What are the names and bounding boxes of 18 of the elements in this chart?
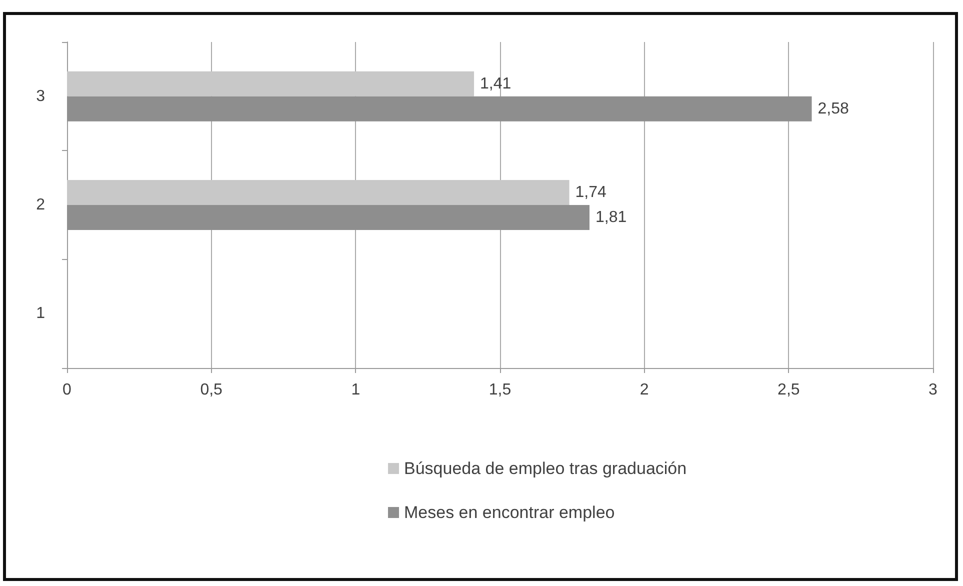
data-label: 1,81 xyxy=(595,209,627,226)
bar xyxy=(67,71,474,96)
x-tick-label: 2 xyxy=(640,382,649,398)
x-tick-label: 3 xyxy=(928,382,938,398)
x-tick-label: 2,5 xyxy=(778,382,800,398)
x-tick-label: 1,5 xyxy=(488,382,512,398)
y-tick-label: 1 xyxy=(36,305,46,322)
legend-label: Meses en encontrar empleo xyxy=(404,503,615,522)
data-label: 2,58 xyxy=(818,100,849,118)
y-tick-label: 2 xyxy=(36,196,46,214)
data-label: 1,41 xyxy=(480,75,512,92)
x-tick-label: 1 xyxy=(351,382,360,398)
x-tick-label: 0,5 xyxy=(200,382,223,398)
y-tick-label: 3 xyxy=(36,88,46,105)
bar xyxy=(67,180,570,205)
x-tick-label: 0 xyxy=(62,382,72,398)
legend-label: Búsqueda de empleo tras graduación xyxy=(404,459,687,478)
data-label: 1,74 xyxy=(575,184,607,201)
